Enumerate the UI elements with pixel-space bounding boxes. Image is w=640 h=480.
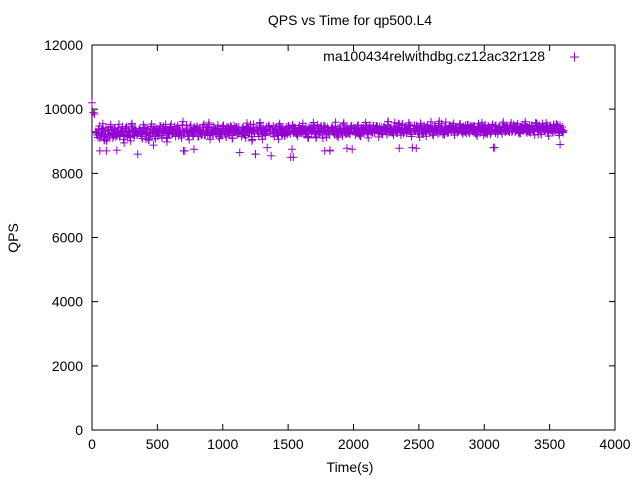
data-point	[331, 118, 340, 127]
data-point	[241, 133, 250, 142]
data-point	[384, 117, 393, 126]
data-point	[342, 144, 351, 153]
data-point	[325, 146, 334, 155]
data-point	[499, 118, 508, 127]
data-point	[304, 133, 313, 142]
data-point	[163, 134, 172, 143]
data-point	[126, 136, 135, 145]
data-points	[88, 98, 568, 162]
data-point	[145, 136, 154, 145]
x-tick-label: 1500	[273, 436, 304, 452]
data-point	[427, 117, 436, 126]
data-point	[263, 143, 272, 152]
data-point	[248, 135, 257, 144]
data-point	[243, 119, 252, 128]
data-point	[422, 132, 431, 141]
data-point	[189, 131, 198, 140]
data-point	[412, 144, 421, 153]
y-tick-label: 8000	[52, 165, 83, 181]
y-axis-label: QPS	[5, 223, 21, 253]
plot-frame	[91, 44, 616, 431]
y-tick-label: 0	[75, 422, 83, 438]
data-point	[133, 150, 142, 159]
data-point	[395, 144, 404, 153]
y-tick-label: 4000	[52, 294, 83, 310]
data-point	[356, 132, 365, 141]
legend: ma100434relwithdbg.cz12ac32r128	[323, 48, 579, 64]
data-point	[89, 108, 98, 117]
data-point	[112, 146, 121, 155]
data-point	[318, 133, 327, 142]
x-tick-label: 0	[88, 436, 96, 452]
data-point	[405, 120, 414, 129]
y-tick-label: 6000	[52, 230, 83, 246]
data-point	[102, 146, 111, 155]
data-point	[339, 118, 348, 127]
y-tick-label: 2000	[52, 358, 83, 374]
data-point	[88, 98, 96, 107]
y-axis-ticks: 0 2000 4000 6000 8000 10000 12000	[44, 37, 615, 438]
data-point	[179, 117, 188, 126]
x-axis-label: Time(s)	[327, 459, 374, 475]
data-point	[235, 148, 244, 157]
data-point	[90, 109, 99, 118]
data-point	[559, 126, 568, 135]
chart-title: QPS vs Time for qp500.L4	[268, 12, 432, 28]
data-point	[249, 120, 258, 129]
data-point	[320, 146, 329, 155]
data-point	[364, 133, 373, 142]
data-point	[185, 135, 194, 144]
data-point	[149, 141, 158, 150]
data-point	[390, 118, 399, 127]
x-tick-label: 1000	[207, 436, 238, 452]
data-point	[398, 119, 407, 128]
x-axis-ticks: 0 500 1000 1500 2000 2500 3000 3500 4000	[88, 45, 631, 452]
x-tick-label: 3500	[534, 436, 565, 452]
data-point	[556, 140, 565, 149]
data-point	[120, 138, 129, 147]
data-point	[251, 150, 260, 159]
data-point	[275, 119, 284, 128]
data-point	[288, 145, 297, 154]
x-tick-label: 2000	[338, 436, 369, 452]
data-point	[189, 145, 198, 154]
data-point	[128, 119, 137, 128]
y-tick-label: 10000	[44, 101, 83, 117]
data-point	[177, 133, 186, 142]
data-point	[267, 151, 276, 160]
data-point	[205, 120, 214, 129]
y-tick-label: 12000	[44, 37, 83, 53]
data-point	[228, 134, 237, 143]
data-point	[490, 143, 499, 152]
data-point	[544, 132, 553, 141]
data-point	[558, 123, 567, 132]
data-point	[274, 135, 283, 144]
data-point	[348, 145, 357, 154]
x-tick-label: 2500	[403, 436, 434, 452]
data-point	[289, 153, 298, 162]
data-point	[256, 118, 265, 127]
legend-marker-plus-icon	[570, 52, 579, 62]
x-tick-label: 3000	[469, 436, 500, 452]
data-point	[179, 146, 188, 155]
data-point	[312, 132, 321, 141]
data-point	[261, 131, 270, 140]
data-point	[441, 118, 450, 126]
data-point	[408, 143, 417, 152]
x-tick-label: 500	[146, 436, 170, 452]
legend-label: ma100434relwithdbg.cz12ac32r128	[323, 48, 545, 64]
x-tick-label: 4000	[599, 436, 630, 452]
